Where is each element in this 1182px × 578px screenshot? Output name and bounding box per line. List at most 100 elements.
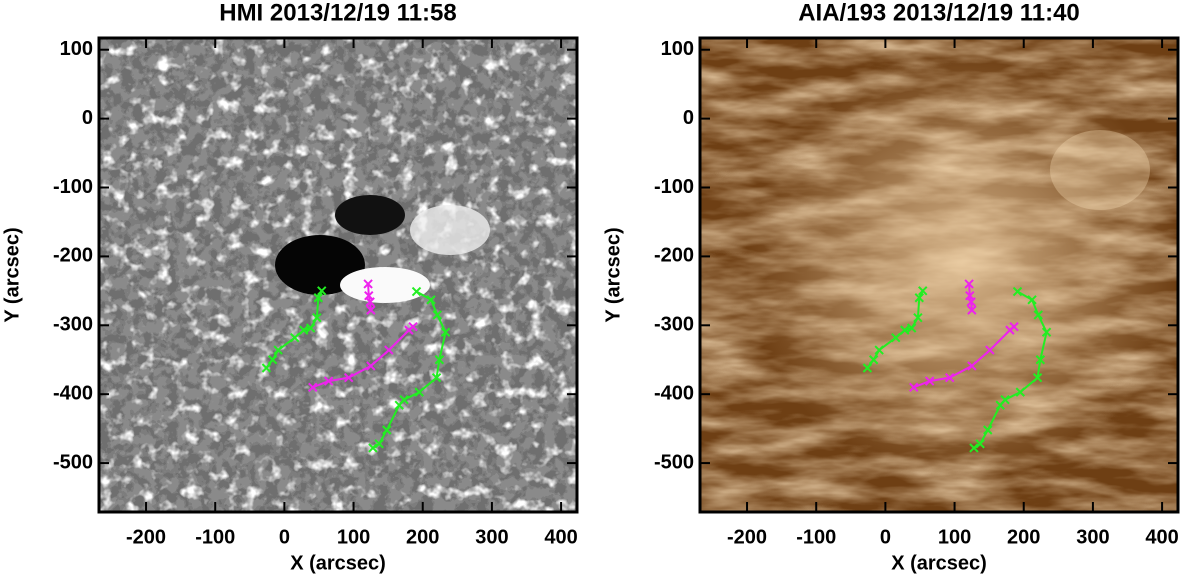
x-tick-label: 400 bbox=[544, 526, 577, 548]
x-tick-label: 0 bbox=[880, 526, 891, 548]
y-tick-label: 0 bbox=[82, 107, 93, 129]
trace-marker bbox=[985, 345, 995, 355]
trace-marker bbox=[382, 425, 392, 435]
trace-marker bbox=[900, 325, 910, 335]
trace-marker bbox=[967, 361, 977, 371]
trace-marker bbox=[365, 297, 375, 307]
trace-marker bbox=[411, 286, 422, 297]
y-tick-label: 0 bbox=[683, 107, 694, 129]
y-tick-label: -100 bbox=[53, 176, 93, 198]
x-tick-label: 100 bbox=[337, 526, 370, 548]
plot-frame bbox=[698, 36, 1180, 514]
y-tick-label: -200 bbox=[654, 245, 694, 267]
trace-marker bbox=[1035, 355, 1046, 365]
x-tick-label: 300 bbox=[1076, 526, 1109, 548]
trace-line bbox=[968, 283, 973, 311]
y-tick-label: -100 bbox=[654, 176, 694, 198]
hmi-image bbox=[99, 38, 577, 512]
x-tick-label: -100 bbox=[195, 526, 235, 548]
trace-marker bbox=[1041, 327, 1052, 337]
trace-marker bbox=[384, 345, 394, 355]
trace-marker bbox=[399, 394, 409, 405]
trace-marker bbox=[1032, 372, 1043, 383]
aia-image bbox=[700, 38, 1178, 512]
trace-marker bbox=[918, 286, 928, 296]
trace-marker bbox=[945, 372, 955, 383]
y-tick-label: -500 bbox=[53, 451, 93, 473]
trace-marker bbox=[969, 443, 979, 453]
trace-marker bbox=[1012, 286, 1023, 297]
trace-marker bbox=[1015, 387, 1025, 397]
chart-title: AIA/193 2013/12/19 11:40 bbox=[798, 0, 1080, 26]
trace-marker bbox=[868, 355, 879, 365]
trace-marker bbox=[299, 325, 309, 335]
x-tick-label: -200 bbox=[727, 526, 767, 548]
trace-marker bbox=[432, 310, 442, 320]
trace-marker bbox=[434, 355, 445, 365]
y-axis-label: Y (arcsec) bbox=[602, 227, 624, 322]
trace-marker bbox=[431, 372, 442, 383]
x-tick-label: -100 bbox=[796, 526, 836, 548]
plot-frame bbox=[97, 36, 579, 514]
x-tick-label: 100 bbox=[938, 526, 971, 548]
x-axis-label: X (arcsec) bbox=[891, 552, 987, 574]
trace-marker bbox=[440, 327, 451, 337]
trace-marker bbox=[914, 293, 924, 303]
trace-marker bbox=[975, 439, 985, 449]
trace-marker bbox=[312, 313, 322, 323]
trace-marker bbox=[290, 332, 300, 343]
trace-marker bbox=[1000, 394, 1010, 405]
trace-marker bbox=[874, 345, 884, 355]
trace-marker bbox=[366, 305, 376, 315]
y-tick-label: -400 bbox=[53, 382, 93, 404]
y-tick-label: -500 bbox=[654, 451, 694, 473]
trace-marker bbox=[983, 425, 993, 435]
x-tick-label: 200 bbox=[406, 526, 439, 548]
trace-marker bbox=[374, 439, 384, 449]
trace-marker bbox=[323, 376, 334, 386]
trace-marker bbox=[414, 387, 424, 397]
trace-marker bbox=[967, 305, 977, 315]
trace-marker bbox=[308, 382, 318, 393]
x-tick-label: -200 bbox=[126, 526, 166, 548]
trace-marker bbox=[408, 321, 418, 332]
trace-marker bbox=[313, 293, 323, 303]
trace-marker bbox=[966, 297, 976, 307]
trace-line bbox=[367, 283, 372, 311]
trace-marker bbox=[1009, 321, 1019, 332]
y-tick-label: -200 bbox=[53, 245, 93, 267]
y-tick-label: 100 bbox=[60, 38, 93, 60]
trace-marker bbox=[1027, 295, 1037, 305]
trace-marker bbox=[363, 279, 373, 289]
x-axis-label: X (arcsec) bbox=[290, 552, 386, 574]
trace-marker bbox=[862, 363, 873, 373]
trace-marker bbox=[426, 295, 436, 305]
y-axis-label: Y (arcsec) bbox=[1, 227, 23, 322]
x-tick-label: 400 bbox=[1145, 526, 1178, 548]
trace-marker bbox=[273, 345, 283, 355]
trace-marker bbox=[261, 363, 272, 373]
trace-marker bbox=[913, 313, 923, 323]
trace-marker bbox=[344, 372, 354, 383]
trace-marker bbox=[1033, 310, 1043, 320]
y-tick-label: -400 bbox=[654, 382, 694, 404]
trace-marker bbox=[368, 443, 378, 453]
trace-marker bbox=[267, 355, 278, 365]
trace-marker bbox=[305, 323, 316, 333]
trace-marker bbox=[317, 286, 327, 296]
x-tick-label: 0 bbox=[279, 526, 290, 548]
x-tick-label: 300 bbox=[475, 526, 508, 548]
y-tick-label: 100 bbox=[661, 38, 694, 60]
y-tick-label: -300 bbox=[53, 314, 93, 336]
trace-marker bbox=[924, 376, 935, 386]
y-tick-label: -300 bbox=[654, 314, 694, 336]
trace-marker bbox=[906, 323, 917, 333]
trace-marker bbox=[366, 361, 376, 371]
trace-marker bbox=[964, 279, 974, 289]
trace-marker bbox=[891, 332, 901, 343]
x-tick-label: 200 bbox=[1007, 526, 1040, 548]
chart-title: HMI 2013/12/19 11:58 bbox=[219, 0, 457, 26]
trace-marker bbox=[909, 382, 919, 393]
